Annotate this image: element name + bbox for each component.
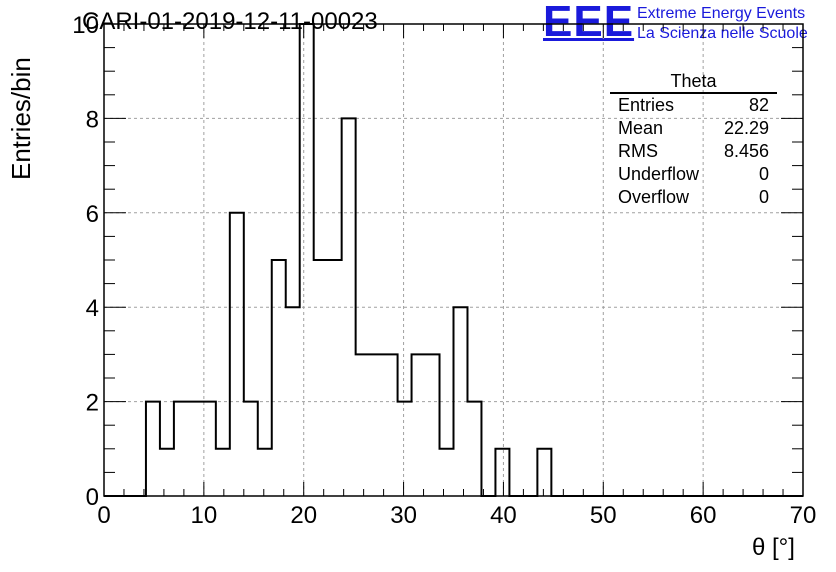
- x-tick-label: 70: [790, 502, 817, 529]
- histogram-bin: [467, 402, 481, 496]
- x-tick-label: 30: [390, 502, 417, 529]
- stats-value: 0: [758, 164, 769, 184]
- stats-title: Theta: [610, 70, 777, 94]
- logo-line-2: La Scienza nelle Scuole: [637, 25, 808, 42]
- histogram-bin: [440, 449, 454, 496]
- histogram-bin: [230, 213, 244, 496]
- stats-row-mean: Mean 22.29: [610, 117, 777, 140]
- x-tick-label: 0: [97, 502, 110, 529]
- stats-row-rms: RMS 8.456: [610, 140, 777, 163]
- histogram-bin: [188, 402, 202, 496]
- x-tick-label: 20: [290, 502, 317, 529]
- histogram-bin: [328, 260, 342, 496]
- histogram-bin: [412, 354, 426, 496]
- histogram-bin: [356, 354, 370, 496]
- histogram-bin: [426, 354, 440, 496]
- x-tick-label: 60: [690, 502, 717, 529]
- x-tick-label: 40: [490, 502, 517, 529]
- eee-logo: EEE Extreme Energy Events La Scienza nel…: [543, 0, 833, 46]
- histogram-bin: [174, 402, 188, 496]
- histogram-bin: [272, 260, 286, 496]
- histogram-bin: [370, 354, 384, 496]
- histogram-bin: [244, 402, 258, 496]
- histogram-bin: [146, 402, 160, 496]
- stats-key: Mean: [618, 118, 664, 138]
- x-tick-label: 50: [590, 502, 617, 529]
- stats-box: Theta Entries 82 Mean 22.29 RMS 8.456 Un…: [610, 70, 777, 209]
- y-axis-label: Entries/bin: [6, 57, 36, 180]
- logo-line-1: Extreme Energy Events: [637, 5, 806, 22]
- histogram-bin: [537, 449, 551, 496]
- stats-key: RMS: [618, 141, 658, 161]
- eee-logo-mark: EEE: [543, 0, 635, 46]
- histogram-bin: [398, 402, 412, 496]
- stats-row-entries: Entries 82: [610, 94, 777, 117]
- histogram-bin: [160, 449, 174, 496]
- histogram-bin: [384, 354, 398, 496]
- stats-key: Overflow: [618, 187, 690, 207]
- y-tick-label: 10: [72, 12, 99, 39]
- histogram-bin: [258, 449, 272, 496]
- histogram-bin: [216, 449, 230, 496]
- histogram-bin: [495, 449, 509, 496]
- y-tick-label: 8: [86, 106, 99, 133]
- y-tick-label: 4: [86, 295, 99, 322]
- histogram-bin: [342, 118, 356, 496]
- y-tick-label: 2: [86, 390, 99, 417]
- stats-value: 0: [758, 187, 769, 207]
- y-tick-label: 6: [86, 201, 99, 228]
- chart-title: CARI-01-2019-12-11-00023: [82, 8, 378, 35]
- stats-row-overflow: Overflow 0: [610, 186, 777, 209]
- stats-key: Entries: [618, 95, 675, 115]
- stats-value: 82: [748, 95, 769, 115]
- histogram-bin: [314, 260, 328, 496]
- histogram-bin: [300, 24, 314, 496]
- stats-row-underflow: Underflow 0: [610, 163, 777, 186]
- stats-key: Underflow: [618, 164, 700, 184]
- x-axis-label: θ [°]: [752, 534, 795, 561]
- x-tick-label: 10: [191, 502, 218, 529]
- stats-value: 8.456: [723, 141, 769, 161]
- stats-value: 22.29: [723, 118, 769, 138]
- y-tick-label: 0: [86, 484, 99, 511]
